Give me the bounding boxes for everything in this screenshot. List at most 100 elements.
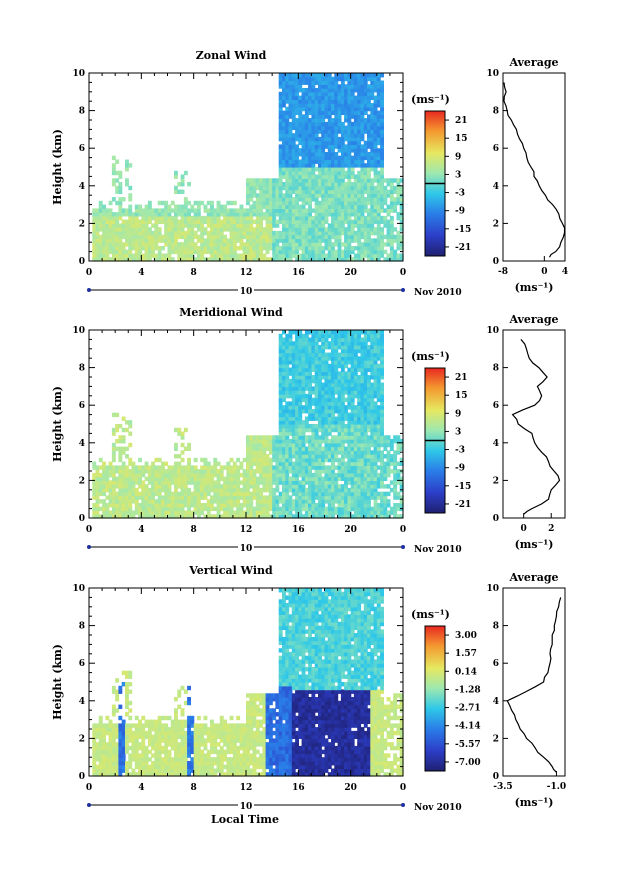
heatmap-cell [259, 450, 263, 455]
heatmap-cell [327, 390, 332, 395]
heatmap-cell [278, 506, 283, 512]
heatmap-cell [334, 110, 339, 115]
heatmap-cell [141, 242, 146, 247]
heatmap-cell [370, 257, 375, 262]
heatmap-cell [373, 155, 378, 161]
heatmap-cell [386, 178, 391, 183]
heatmap-cell [353, 409, 358, 414]
heatmap-cell [298, 356, 303, 361]
heatmap-cell [288, 106, 293, 112]
heatmap-cell [301, 390, 306, 395]
heatmap-cell [350, 223, 355, 228]
heatmap-cell [295, 152, 299, 157]
heatmap-cell [373, 140, 378, 146]
heatmap-cell [180, 219, 185, 224]
heatmap-cell [105, 495, 110, 500]
heatmap-cell [301, 356, 306, 361]
heatmap-cell [203, 472, 208, 478]
heatmap-cell [278, 424, 283, 429]
heatmap-cell [311, 390, 316, 395]
heatmap-cell [350, 91, 355, 97]
heatmap-cell [376, 382, 381, 387]
heatmap-cell [360, 189, 365, 194]
heatmap-cell [131, 246, 136, 251]
heatmap-cell [360, 118, 365, 123]
heatmap-cell [226, 200, 231, 206]
heatmap-cell [308, 390, 312, 395]
heatmap-cell [128, 484, 133, 489]
heatmap-cell [190, 253, 195, 258]
heatmap-cell [268, 234, 273, 240]
heatmap-cell [95, 487, 100, 493]
heatmap-cell [125, 472, 129, 478]
heatmap-cell [314, 189, 319, 194]
heatmap-cell [131, 227, 136, 232]
heatmap-cell [383, 189, 388, 194]
heatmap-cell [367, 382, 371, 387]
heatmap-cell [298, 484, 303, 489]
heatmap-cell [363, 356, 368, 361]
heatmap-cell [370, 487, 375, 493]
heatmap-cell [367, 103, 371, 108]
heatmap-cell [108, 487, 113, 493]
heatmap-cell [304, 136, 309, 142]
heatmap-cell [376, 450, 381, 455]
heatmap-cell [376, 170, 381, 176]
heatmap-cell [373, 514, 378, 519]
heatmap-cell [314, 348, 319, 354]
heatmap-cell [272, 476, 277, 481]
heatmap-cell [265, 457, 270, 463]
heatmap-cell [331, 476, 335, 481]
heatmap-cell [200, 476, 205, 481]
heatmap-cell [262, 476, 267, 481]
heatmap-cell [357, 503, 362, 508]
heatmap-cell [321, 469, 326, 474]
heatmap-cell [265, 219, 270, 224]
heatmap-cell [291, 118, 296, 123]
heatmap-cell [232, 246, 237, 251]
heatmap-cell [304, 125, 309, 130]
heatmap-cell [373, 121, 378, 127]
heatmap-cell [389, 249, 394, 255]
heatmap-cell [324, 103, 329, 108]
heatmap-cell [314, 257, 319, 262]
heatmap-cell [340, 514, 345, 519]
heatmap-cell [298, 416, 303, 421]
heatmap-cell [128, 197, 133, 202]
heatmap-cell [115, 499, 120, 504]
heatmap-cell [344, 88, 348, 93]
heatmap-cell [311, 484, 316, 489]
heatmap-cell [278, 416, 283, 421]
heatmap-cell [347, 427, 352, 433]
heatmap-cell [331, 215, 335, 221]
heatmap-cell [115, 189, 120, 194]
heatmap-cell [285, 360, 290, 365]
heatmap-cell [321, 88, 326, 93]
heatmap-cell [295, 193, 299, 198]
heatmap-cell [380, 510, 384, 515]
heatmap-cell [373, 110, 378, 115]
heatmap-cell [298, 223, 303, 228]
heatmap-cell [187, 469, 191, 474]
heatmap-cell [232, 487, 237, 493]
heatmap-cell [314, 397, 319, 403]
heatmap-cell [327, 73, 332, 78]
heatmap-cell [393, 189, 398, 194]
heatmap-cell [272, 223, 277, 228]
heatmap-cell [213, 469, 218, 474]
heatmap-cell [295, 189, 299, 194]
heatmap-cell [331, 76, 335, 82]
heatmap-cell [265, 246, 270, 251]
heatmap-cell [282, 257, 286, 262]
heatmap-cell [360, 450, 365, 455]
heatmap-cell [304, 178, 309, 183]
heatmap-cell [295, 330, 299, 335]
heatmap-cell [301, 103, 306, 108]
heatmap-cell [170, 215, 175, 221]
heatmap-cell [282, 234, 286, 240]
heatmap-cell [324, 469, 329, 474]
heatmap-cell [367, 439, 371, 444]
heatmap-cell [125, 469, 129, 474]
heatmap-cell [174, 469, 178, 474]
heatmap-cell [311, 356, 316, 361]
